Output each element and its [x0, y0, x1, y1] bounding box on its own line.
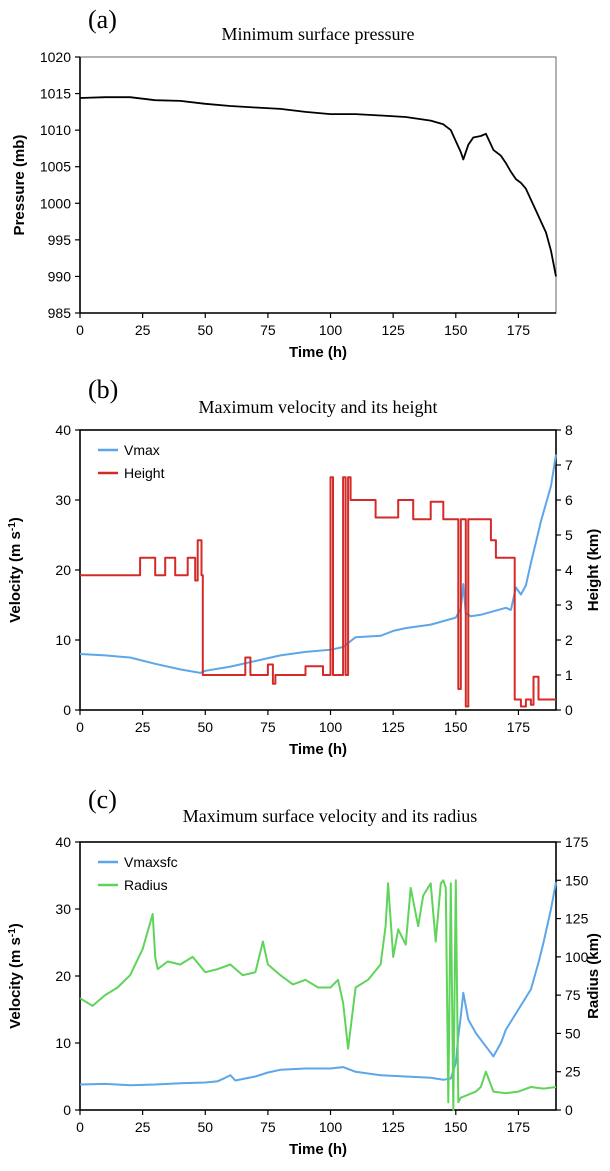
y-tick-label: 10: [55, 632, 71, 648]
x-tick-label: 175: [507, 322, 531, 338]
x-axis-title: Time (h): [289, 741, 347, 758]
panel-tag: (b): [88, 375, 118, 404]
y2-tick-label: 6: [565, 492, 573, 508]
y-axis-title: Velocity (m s-1): [7, 923, 25, 1029]
panel-tag: (c): [88, 785, 117, 814]
x-tick-label: 25: [135, 322, 151, 338]
chart-title: Maximum surface velocity and its radius: [183, 806, 477, 826]
y-tick-label: 1000: [40, 195, 71, 211]
series-line-vmaxsfc: [79, 882, 557, 1087]
y2-tick-label: 100: [565, 949, 589, 965]
x-tick-label: 125: [381, 719, 405, 735]
chart-panel-c: (c) Maximum surface velocity and its radi…: [7, 785, 603, 1158]
x-axis-title: Time (h): [289, 1141, 347, 1158]
y2-tick-label: 5: [565, 527, 573, 543]
y-tick-label: 30: [55, 901, 71, 917]
x-tick-label: 25: [135, 719, 151, 735]
y-tick-label: 1020: [40, 49, 71, 65]
x-tick-label: 100: [319, 719, 343, 735]
y-tick-label: 1015: [40, 86, 71, 102]
y-tick-label: 990: [48, 268, 72, 284]
chart-title: Minimum surface pressure: [222, 24, 415, 44]
x-tick-label: 50: [197, 1119, 213, 1135]
y-axis-title: Velocity (m s-1): [7, 517, 25, 623]
x-tick-label: 125: [381, 322, 405, 338]
y-tick-label: 1010: [40, 122, 71, 138]
x-tick-label: 175: [507, 1119, 531, 1135]
y2-tick-label: 50: [565, 1025, 581, 1041]
y-tick-label: 10: [55, 1035, 71, 1051]
legend-label: Vmax: [124, 442, 160, 458]
y2-tick-label: 175: [565, 834, 589, 850]
y2-tick-label: 150: [565, 872, 589, 888]
y-tick-label: 20: [55, 562, 71, 578]
y2-tick-label: 75: [565, 987, 581, 1003]
legend-label: Vmaxsfc: [124, 854, 178, 870]
y-tick-label: 40: [55, 834, 71, 850]
y2-tick-label: 3: [565, 597, 573, 613]
y-tick-label: 40: [55, 422, 71, 438]
x-tick-label: 75: [260, 719, 276, 735]
y-tick-label: 1005: [40, 159, 71, 175]
y-tick-label: 0: [63, 702, 71, 718]
y2-tick-label: 4: [565, 562, 573, 578]
x-tick-label: 0: [76, 322, 84, 338]
x-tick-label: 0: [76, 1119, 84, 1135]
y-tick-label: 985: [48, 305, 72, 321]
chart-panel-a: (a) Minimum surface pressure 0 25 50 75 100 125…: [11, 5, 557, 361]
x-tick-label: 150: [444, 1119, 468, 1135]
x-tick-label: 150: [444, 719, 468, 735]
x-tick-label: 0: [76, 719, 84, 735]
x-tick-label: 25: [135, 1119, 151, 1135]
y2-tick-label: 25: [565, 1064, 581, 1080]
y2-tick-label: 0: [565, 702, 573, 718]
series-line-height: [80, 476, 556, 708]
x-tick-label: 100: [319, 322, 343, 338]
y2-tick-label: 1: [565, 667, 573, 683]
y-axis-title: Pressure (mb): [11, 135, 28, 236]
y-tick-label: 20: [55, 968, 71, 984]
y2-axis-title: Radius (km): [585, 933, 602, 1019]
series-line-vmax: [79, 454, 557, 674]
y2-tick-label: 7: [565, 457, 573, 473]
y2-tick-label: 125: [565, 911, 589, 927]
x-tick-label: 175: [507, 719, 531, 735]
legend-label: Radius: [124, 877, 168, 893]
x-tick-label: 125: [381, 1119, 405, 1135]
y2-tick-label: 2: [565, 632, 573, 648]
series-line-radius: [79, 879, 557, 1111]
panel-tag: (a): [88, 5, 117, 34]
x-axis-title: Time (h): [289, 344, 347, 361]
series-line-pressure: [79, 96, 557, 277]
x-tick-label: 50: [197, 322, 213, 338]
x-tick-label: 75: [260, 322, 276, 338]
legend-label: Height: [124, 465, 165, 481]
plot-frame: [79, 56, 557, 314]
y-tick-label: 995: [48, 232, 72, 248]
y-tick-label: 30: [55, 492, 71, 508]
x-tick-label: 75: [260, 1119, 276, 1135]
y-tick-label: 0: [63, 1102, 71, 1118]
x-tick-label: 150: [444, 322, 468, 338]
chart-title: Maximum velocity and its height: [199, 397, 438, 417]
y2-tick-label: 0: [565, 1102, 573, 1118]
x-tick-label: 50: [197, 719, 213, 735]
y2-axis-title: Height (km): [585, 529, 602, 612]
y2-tick-label: 8: [565, 422, 573, 438]
x-tick-label: 100: [319, 1119, 343, 1135]
